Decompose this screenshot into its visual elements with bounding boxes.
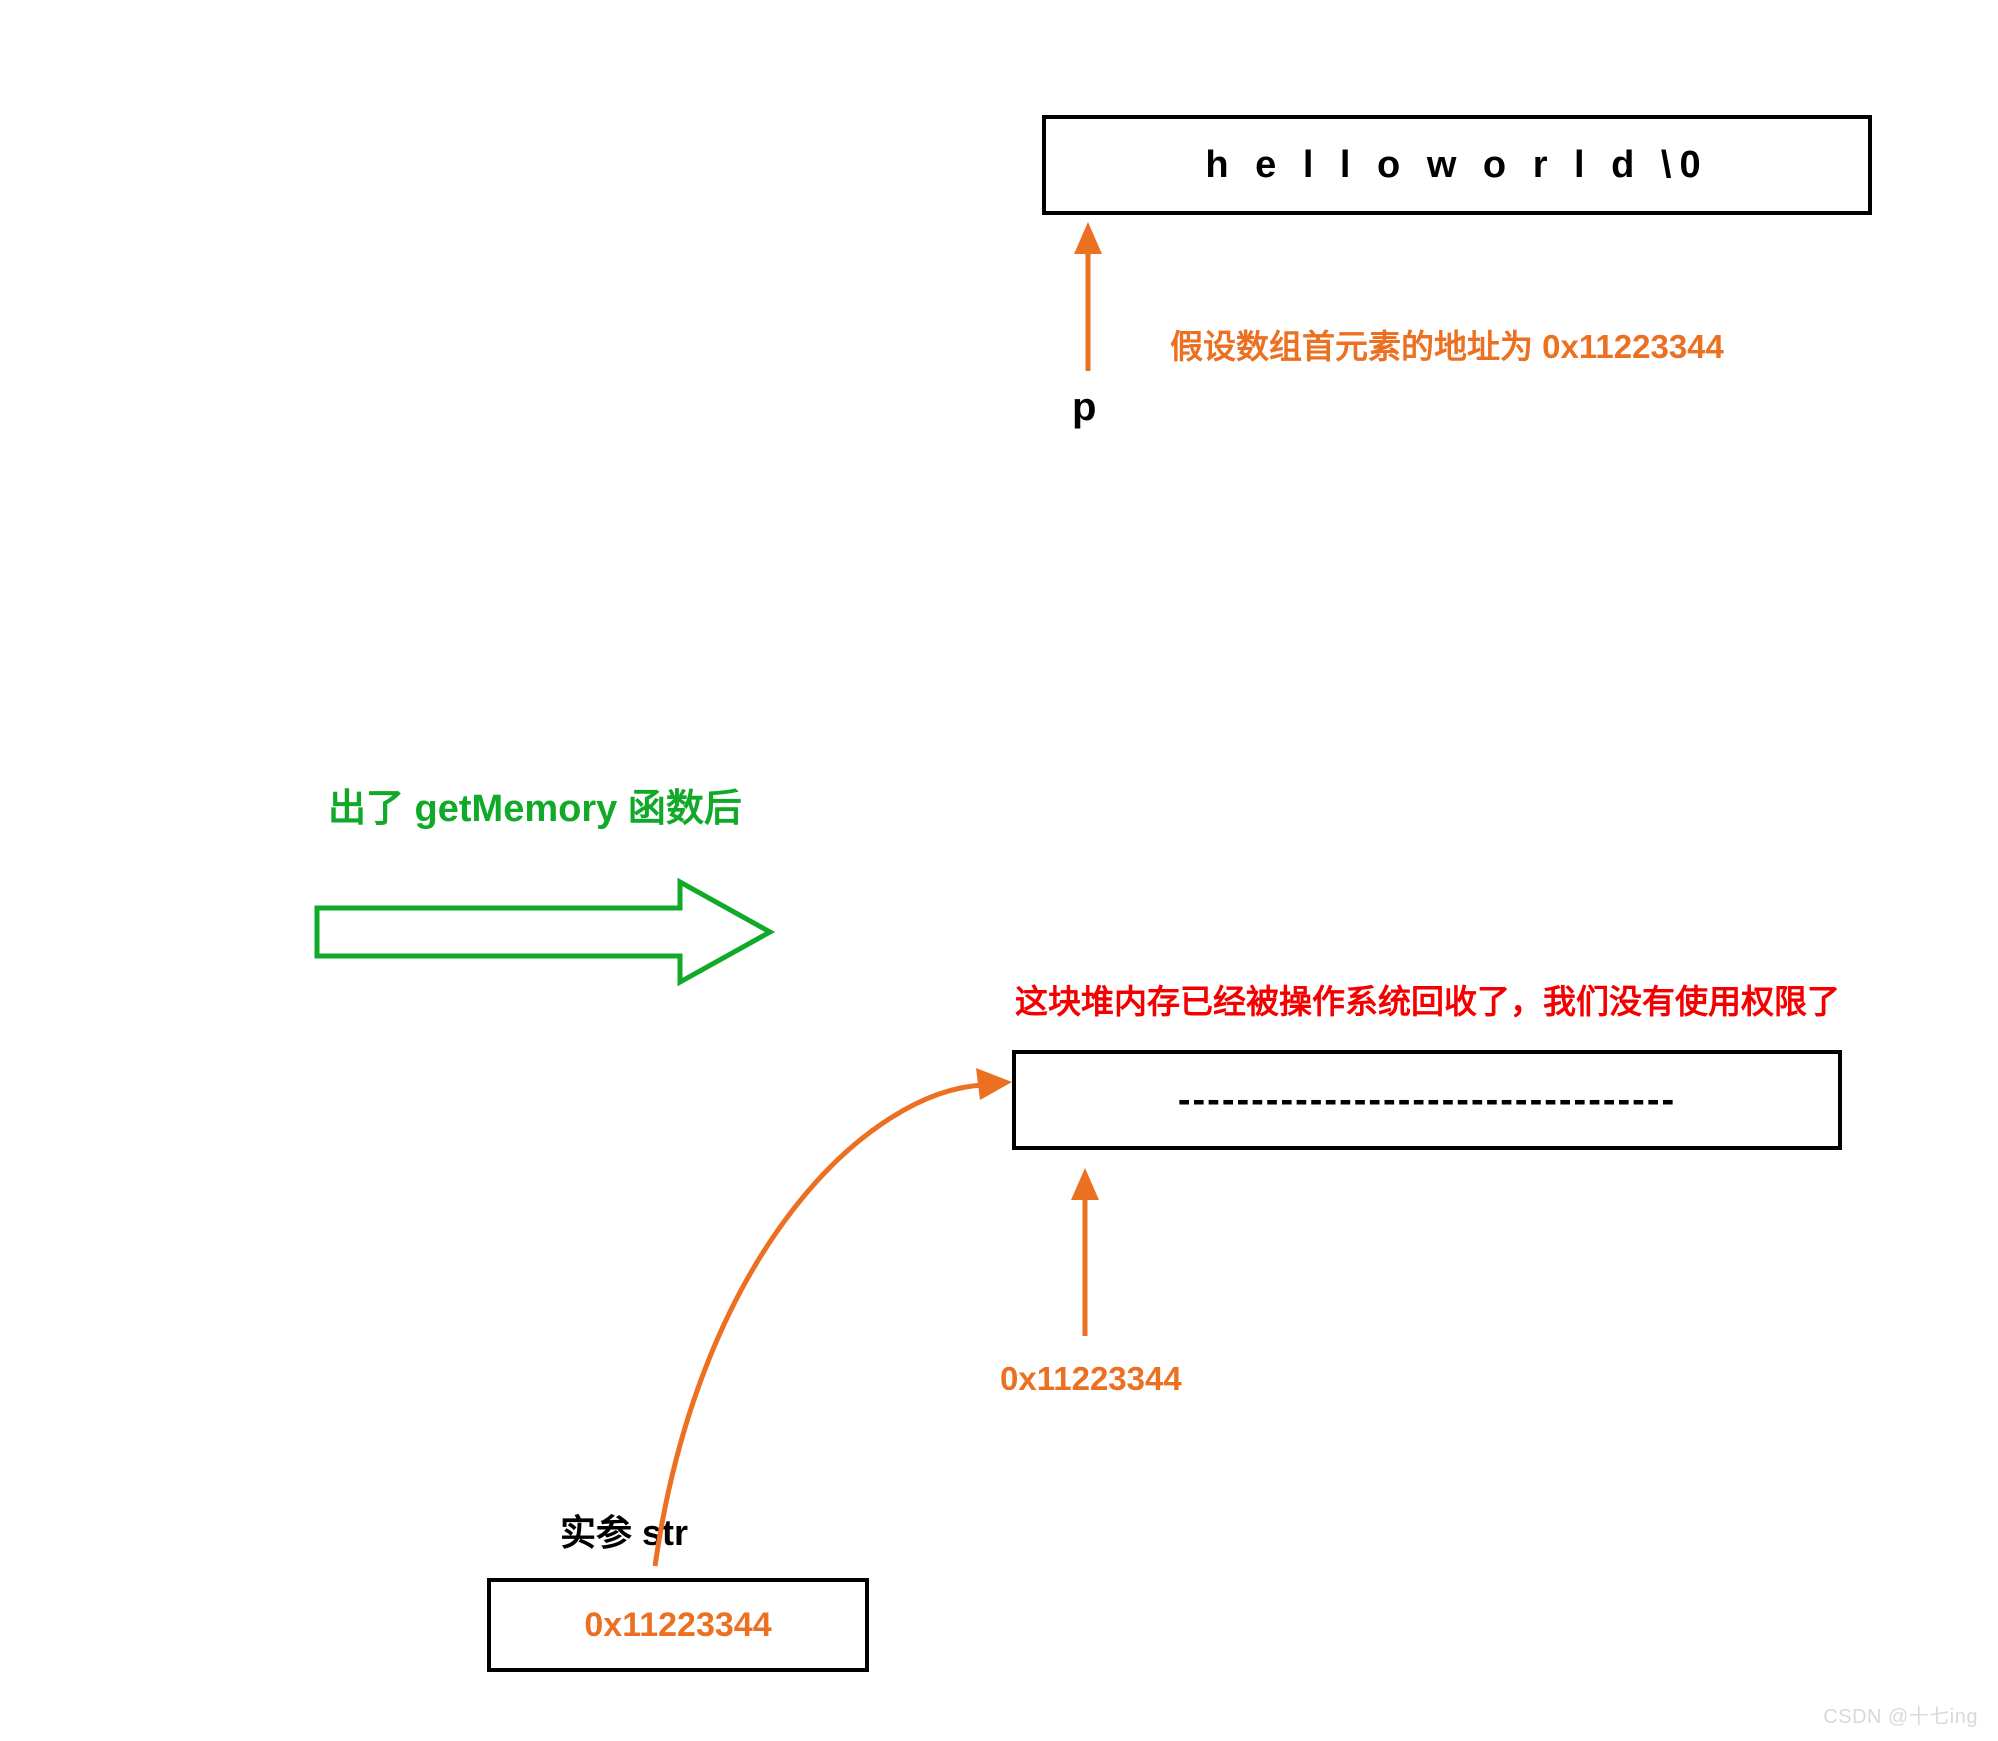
memory-reclaimed-label: 这块堆内存已经被操作系统回收了，我们没有使用权限了: [1015, 975, 1840, 1023]
mid-up-arrow-icon: [1071, 1168, 1099, 1336]
diagram-arrows: [0, 0, 1998, 1741]
watermark-text: CSDN @十七ing: [1823, 1700, 1978, 1729]
assume-address-label: 假设数组首元素的地址为 0x11223344: [1170, 320, 1724, 368]
str-address-text: 0x11223344: [584, 1606, 771, 1645]
str-address-box: 0x11223344: [487, 1578, 869, 1672]
actual-param-str-label: 实参 str: [560, 1504, 688, 1556]
p-up-arrow-icon: [1074, 222, 1102, 371]
hello-world-box: h e l l o w o r l d \0: [1042, 115, 1872, 215]
pointer-p-label: p: [1072, 385, 1096, 430]
mid-address-label: 0x11223344: [1000, 1360, 1182, 1398]
reclaimed-memory-box: ----------------------------------: [1012, 1050, 1842, 1150]
curve-arrow-icon: [655, 1068, 1012, 1566]
reclaimed-memory-text: ----------------------------------: [1178, 1079, 1676, 1122]
hello-world-text: h e l l o w o r l d \0: [1205, 144, 1708, 187]
green-block-arrow-icon: [317, 882, 770, 982]
after-getmemory-label: 出了 getMemory 函数后: [328, 777, 742, 832]
